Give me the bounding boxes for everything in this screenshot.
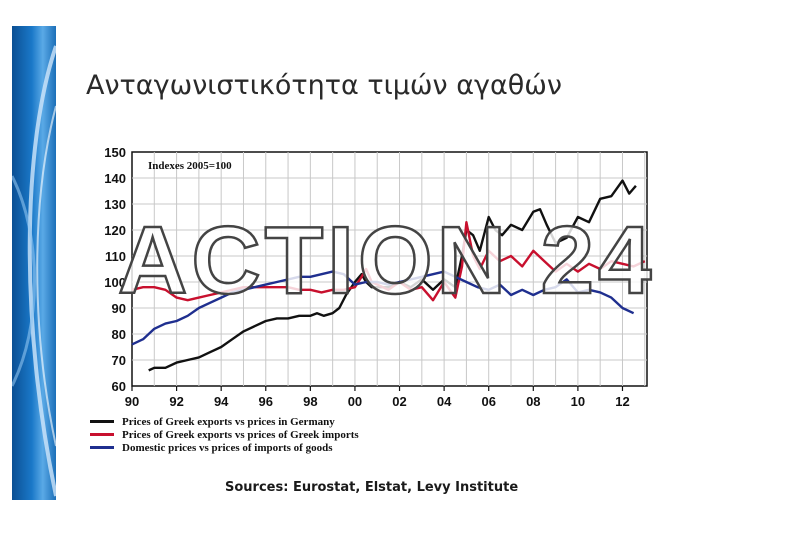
x-tick-label: 00 <box>348 394 362 409</box>
legend-item-black: Prices of Greek exports vs prices in Ger… <box>90 415 359 428</box>
x-tick-label: 08 <box>526 394 540 409</box>
line-chart: 60 70 80 90 100 110 120 130 140 150 90 92 94 96 98 00 02… <box>90 140 670 470</box>
x-tick-label: 10 <box>571 394 585 409</box>
side-decoration-bar <box>12 26 56 500</box>
y-tick-label: 80 <box>112 327 126 342</box>
x-tick-label: 04 <box>437 394 452 409</box>
x-tick-label: 12 <box>615 394 629 409</box>
legend-item-red: Prices of Greek exports vs prices of Gre… <box>90 428 359 441</box>
legend-item-blue: Domestic prices vs prices of imports of … <box>90 441 359 454</box>
x-tick-label: 90 <box>125 394 139 409</box>
y-tick-label: 100 <box>104 275 126 290</box>
legend: Prices of Greek exports vs prices in Ger… <box>90 415 359 454</box>
y-tick-label: 140 <box>104 171 126 186</box>
x-tick-label: 02 <box>392 394 406 409</box>
y-tick-label: 120 <box>104 223 126 238</box>
y-tick-label: 150 <box>104 145 126 160</box>
x-tick-label: 96 <box>259 394 273 409</box>
legend-label-black: Prices of Greek exports vs prices in Ger… <box>122 415 335 428</box>
slide-title: Ανταγωνιστικότητα τιμών αγαθών <box>86 70 562 101</box>
legend-swatch-red <box>90 433 114 436</box>
legend-swatch-black <box>90 420 114 423</box>
series-line-1 <box>131 220 646 302</box>
legend-label-red: Prices of Greek exports vs prices of Gre… <box>122 428 359 441</box>
legend-swatch-blue <box>90 446 114 449</box>
y-tick-label: 110 <box>105 249 126 264</box>
chart-svg: 60 70 80 90 100 110 120 130 140 150 90 92 94 96 98 00 02… <box>104 145 648 409</box>
indexes-annotation: Indexes 2005=100 <box>148 160 232 172</box>
sources-note: Sources: Eurostat, Elstat, Levy Institut… <box>225 480 519 495</box>
y-tick-label: 60 <box>112 379 126 394</box>
x-tick-label: 94 <box>214 394 229 409</box>
x-tick-label: 06 <box>481 394 495 409</box>
y-tick-label: 70 <box>112 353 126 368</box>
y-tick-label: 90 <box>112 301 126 316</box>
y-tick-label: 130 <box>104 197 126 212</box>
x-tick-label: 92 <box>169 394 183 409</box>
legend-label-blue: Domestic prices vs prices of imports of … <box>122 441 333 454</box>
plot-area <box>131 151 648 387</box>
decorative-swoosh <box>12 45 56 497</box>
series-line-2 <box>131 270 635 346</box>
x-tick-label: 98 <box>303 394 317 409</box>
